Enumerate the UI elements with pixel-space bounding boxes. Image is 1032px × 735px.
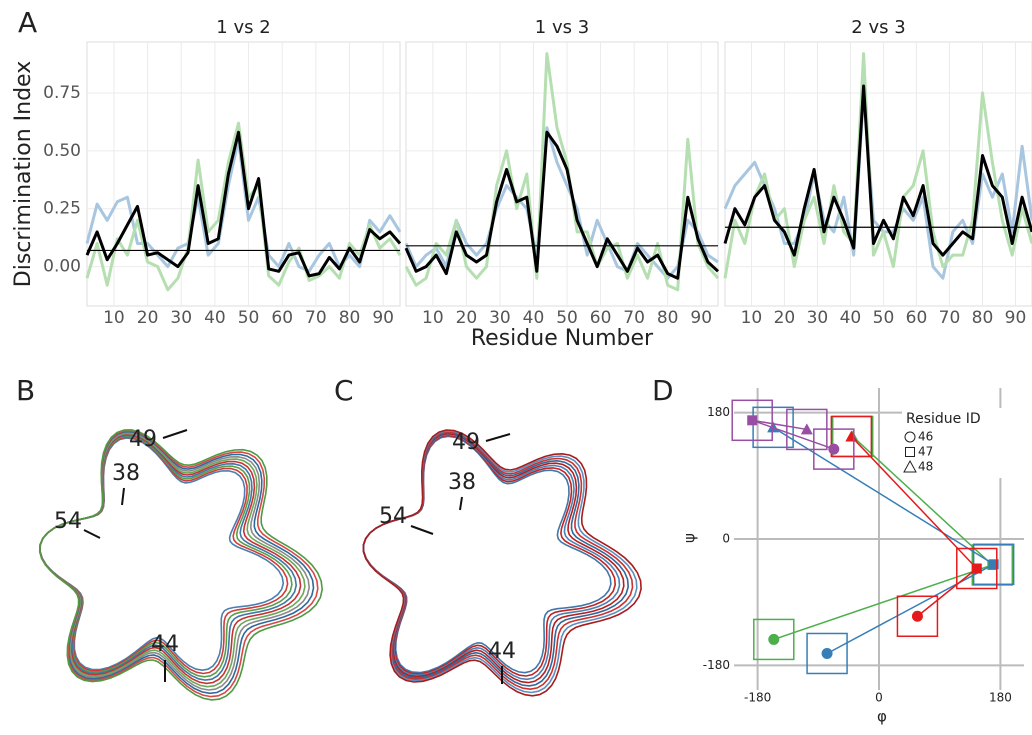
x-tick-label: 50	[556, 308, 578, 328]
point	[767, 421, 780, 433]
point	[821, 647, 833, 659]
y-tick-label: 0.75	[43, 83, 81, 103]
x-tick-label: 10	[741, 308, 763, 328]
x-tick-label: 50	[238, 308, 260, 328]
y-tick-label: 0.00	[43, 257, 81, 277]
panel-label: D	[652, 374, 674, 407]
legend-background	[902, 408, 1026, 478]
point	[911, 610, 923, 622]
leader-lines	[83, 429, 511, 684]
legend-symbol	[903, 459, 917, 473]
x-tick-label: 30	[807, 308, 829, 328]
range-box	[956, 547, 998, 590]
y-tick-label: -180	[703, 658, 730, 672]
series-line	[404, 130, 720, 280]
x-tick-label: -180	[744, 691, 771, 705]
x-tick-label: 80	[972, 308, 994, 328]
legend-label: 46	[918, 430, 933, 444]
x-tick-label: 40	[840, 308, 862, 328]
x-tick-label: 40	[204, 308, 226, 328]
residue-label: 44	[488, 639, 516, 664]
x-tick-label: 20	[456, 308, 478, 328]
facet-title: 2 vs 3	[851, 17, 905, 38]
x-tick-label: 70	[305, 308, 327, 328]
panel-label: A	[18, 6, 37, 39]
backbone-trace	[38, 429, 324, 701]
series-line	[723, 52, 1032, 279]
residue-label: 54	[379, 504, 407, 529]
y-tick-label: 0.50	[43, 141, 81, 161]
x-tick-label: 70	[939, 308, 961, 328]
y-axis-title: ψ	[681, 533, 699, 543]
backbone-trace	[362, 429, 642, 697]
structures	[38, 429, 642, 701]
series-line	[404, 52, 720, 292]
x-tick-label: 30	[489, 308, 511, 328]
legend-symbol	[904, 431, 916, 443]
residue-label: 44	[151, 632, 179, 657]
x-tick-label: 70	[623, 308, 645, 328]
y-axis-title: Discrimination Index	[11, 61, 36, 287]
range-box	[830, 415, 873, 458]
point	[800, 423, 813, 435]
residue-label: 38	[112, 461, 140, 486]
x-tick-label: 40	[523, 308, 545, 328]
legend-label: 48	[918, 460, 933, 474]
x-tick-label: 10	[103, 308, 125, 328]
point	[747, 415, 758, 426]
residue-label: 54	[54, 509, 82, 534]
y-tick-label: 0	[722, 532, 730, 546]
x-tick-label: 10	[422, 308, 444, 328]
x-axis-title: φ	[877, 708, 887, 726]
x-tick-label: 60	[906, 308, 928, 328]
panel-label: C	[334, 374, 354, 407]
range-box	[786, 408, 828, 451]
panel-label: B	[16, 374, 35, 407]
x-tick-label: 20	[137, 308, 159, 328]
x-tick-label: 90	[372, 308, 394, 328]
range-box	[806, 632, 848, 675]
range-box	[731, 399, 773, 442]
x-tick-label: 50	[873, 308, 895, 328]
point	[768, 633, 780, 645]
backbone-trace	[362, 435, 612, 674]
legend-title: Residue ID	[906, 411, 981, 427]
point	[971, 563, 982, 574]
series-line	[723, 91, 1032, 280]
residue-label: 49	[129, 427, 157, 452]
legend-label: 47	[918, 445, 933, 459]
point	[828, 443, 840, 455]
point	[988, 559, 999, 570]
x-tick-label: 180	[989, 691, 1012, 705]
y-tick-label: 0.25	[43, 199, 81, 219]
x-tick-label: 80	[657, 308, 679, 328]
x-tick-label: 90	[690, 308, 712, 328]
x-tick-label: 60	[590, 308, 612, 328]
x-tick-label: 30	[170, 308, 192, 328]
x-tick-label: 80	[339, 308, 361, 328]
plot-background	[405, 41, 719, 307]
residue-label: 38	[448, 470, 476, 495]
x-tick-label: 0	[875, 691, 883, 705]
residue-label: 49	[452, 430, 480, 455]
x-tick-label: 90	[1005, 308, 1027, 328]
series-line	[723, 84, 1032, 257]
y-tick-label: 180	[707, 405, 730, 419]
range-box	[753, 618, 795, 661]
facet-title: 1 vs 2	[216, 17, 270, 38]
x-tick-label: 20	[774, 308, 796, 328]
series-line	[85, 130, 402, 278]
x-tick-label: 60	[271, 308, 293, 328]
facet-title: 1 vs 3	[535, 17, 589, 38]
legend-symbol	[905, 447, 915, 457]
x-axis-title: Residue Number	[471, 326, 654, 351]
range-box	[896, 595, 939, 638]
